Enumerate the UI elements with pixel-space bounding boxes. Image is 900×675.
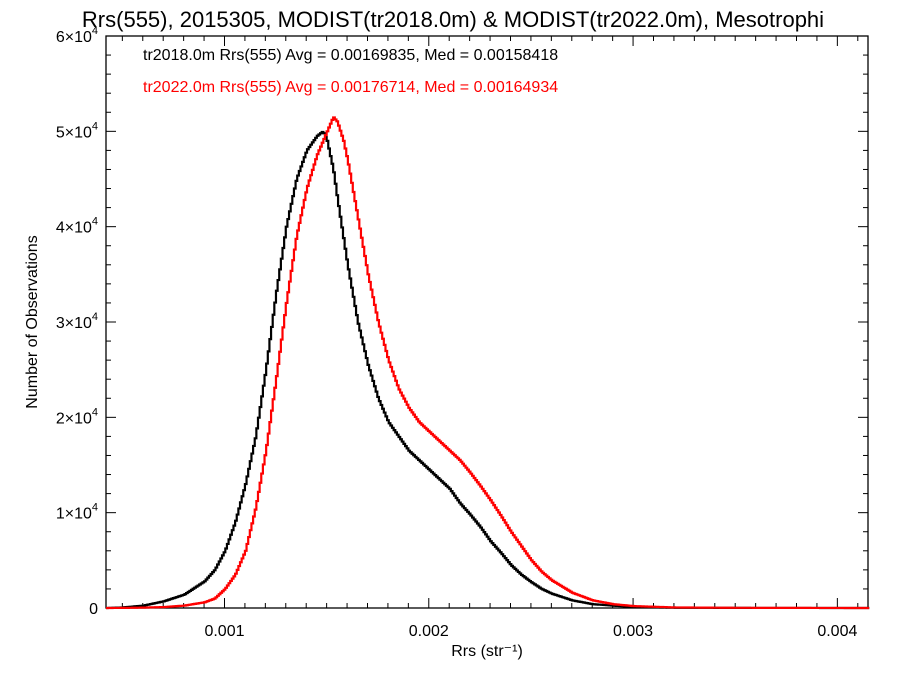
y-tick-label: 4×104 <box>56 216 98 237</box>
y-tick-label: 6×104 <box>56 25 98 46</box>
x-axis-label: Rrs (str⁻¹) <box>451 643 523 660</box>
y-tick-label: 2×104 <box>56 406 98 427</box>
chart-title: Rrs(555), 2015305, MODIST(tr2018.0m) & M… <box>82 7 824 32</box>
series-line-tr2022-0m <box>106 116 870 610</box>
x-tick-label: 0.003 <box>613 623 653 640</box>
y-tick-label: 3×104 <box>56 311 98 332</box>
legend-entry-tr2022: tr2022.0m Rrs(555) Avg = 0.00176714, Med… <box>143 79 558 96</box>
axis-ticks: 0.001 0.002 0.003 0.004 0 1×104 2×104 3×104 4×10… <box>56 25 868 640</box>
y-tick-label: 1×104 <box>56 502 98 523</box>
x-tick-label: 0.002 <box>409 623 449 640</box>
y-axis-label: Number of Observations <box>24 235 41 408</box>
x-tick-label: 0.004 <box>817 623 857 640</box>
data-series <box>106 116 870 610</box>
y-tick-label: 5×104 <box>56 120 98 141</box>
x-tick-label: 0.001 <box>204 623 244 640</box>
y-tick-label: 0 <box>89 601 98 618</box>
legend-entry-tr2018: tr2018.0m Rrs(555) Avg = 0.00169835, Med… <box>143 47 558 64</box>
